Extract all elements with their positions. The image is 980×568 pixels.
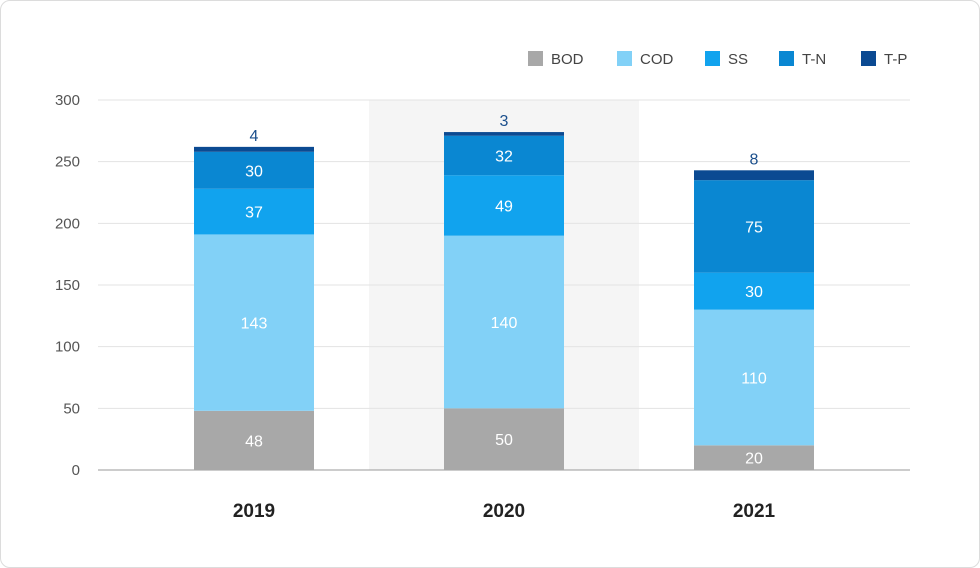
legend-label-T-P: T-P [884,51,907,68]
data-label-2021-T-N: 75 [745,219,763,236]
bar-2021-SS [694,272,814,310]
legend-swatch-T-P [861,51,876,66]
data-label-2021-BOD: 20 [745,451,763,468]
labels-layer: 0 50 100 150 200 250 300 48 143 37 30 4 2019 50 140 49 3… [55,92,776,522]
legend-label-T-N: T-N [802,51,826,68]
bar-2020-BOD [444,408,564,470]
x-tick-label-2019: 2019 [233,501,275,522]
y-tick-label-150: 150 [55,277,80,294]
data-label-2020-BOD: 50 [495,432,513,449]
bar-2020-COD [444,235,564,409]
data-label-2020-COD: 140 [491,315,518,332]
data-label-2020-SS: 49 [495,198,513,215]
bar-2020-SS [444,175,564,236]
legend-swatch-SS [705,51,720,66]
legend-swatch-BOD [528,51,543,66]
legend-swatch-T-N [779,51,794,66]
data-label-2021-T-P: 8 [750,151,759,168]
bar-2019-BOD [194,410,314,470]
bar-2019-T-N [194,151,314,189]
legend-label-COD: COD [640,51,674,68]
bar-2021-T-P [694,170,814,181]
legend: BOD COD SS T-N T-P [528,51,907,68]
y-tick-label-100: 100 [55,339,80,356]
data-label-2021-SS: 30 [745,284,763,301]
data-label-2020-T-N: 32 [495,149,513,166]
y-tick-label-50: 50 [63,400,80,417]
data-label-2019-T-P: 4 [250,128,259,145]
y-tick-label-300: 300 [55,92,80,109]
bar-2019-SS [194,188,314,235]
x-tick-label-2021: 2021 [733,501,776,522]
bar-2020-T-N [444,135,564,176]
y-tick-label-250: 250 [55,154,80,171]
bar-2021-T-N [694,180,814,273]
x-tick-label-2020: 2020 [483,501,525,522]
data-label-2019-SS: 37 [245,205,263,222]
legend-swatch-COD [617,51,632,66]
bar-2021-BOD [694,445,814,470]
data-label-2019-COD: 143 [241,316,268,333]
bar-2020-T-P [444,132,564,136]
data-label-2019-BOD: 48 [245,433,263,450]
bars-layer [194,132,814,470]
y-tick-label-200: 200 [55,215,80,232]
legend-label-SS: SS [728,51,748,68]
data-label-2020-T-P: 3 [500,113,509,130]
bar-2019-T-P [194,146,314,152]
bar-2019-COD [194,234,314,411]
data-label-2021-COD: 110 [741,371,767,388]
legend-label-BOD: BOD [551,51,584,68]
bar-2021-COD [694,309,814,446]
data-label-2019-T-N: 30 [245,163,263,180]
y-tick-label-0: 0 [72,462,80,479]
